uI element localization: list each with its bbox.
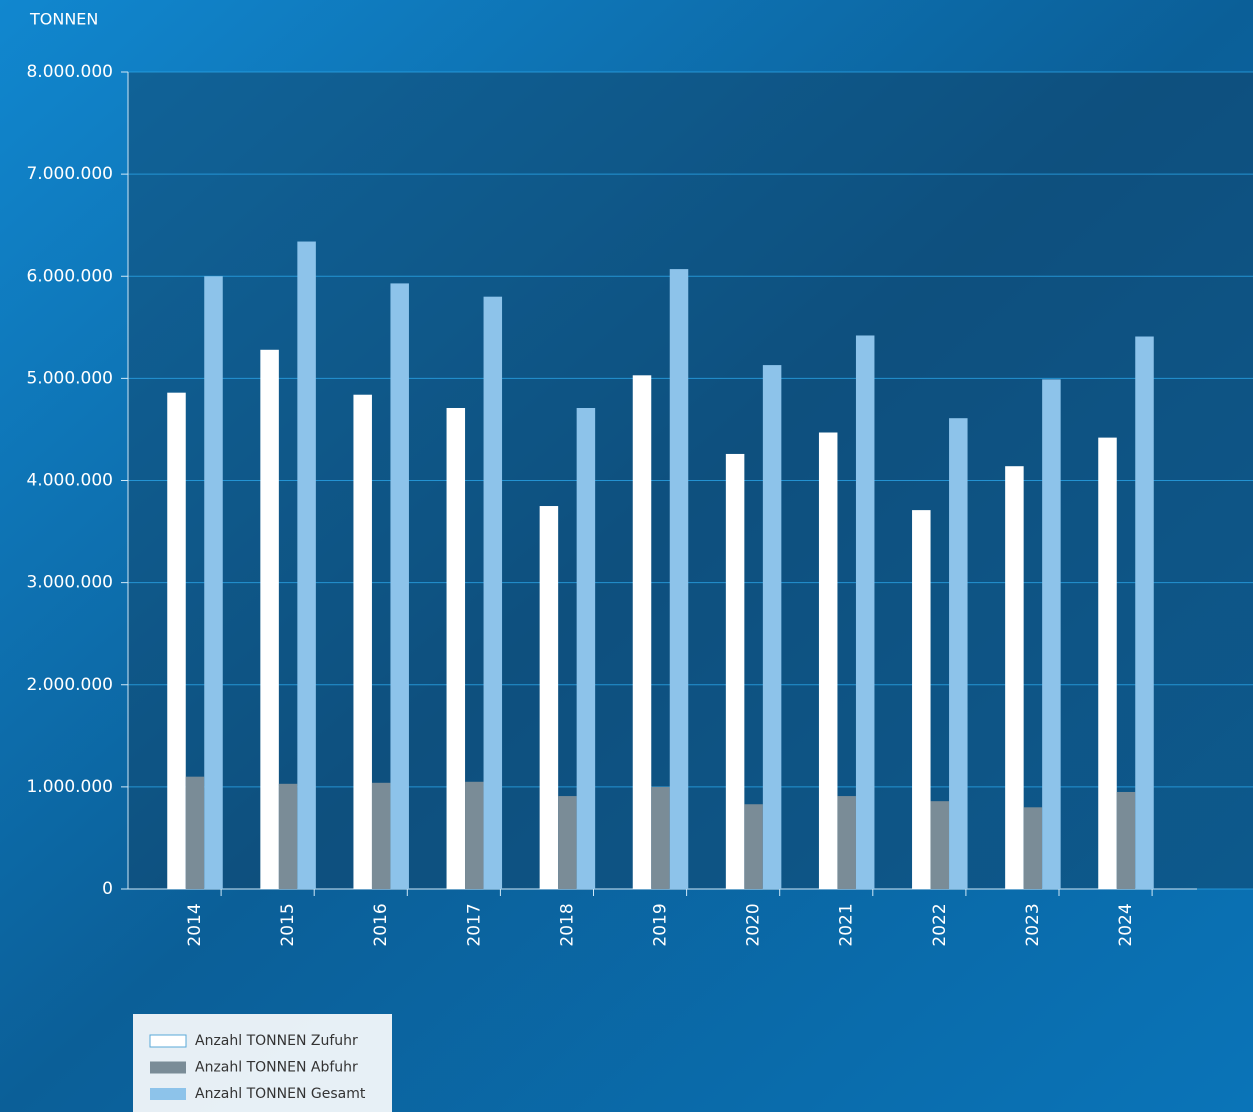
legend: Anzahl TONNEN Zufuhr Anzahl TONNEN Abfuhr… <box>133 1014 392 1112</box>
bar <box>539 506 559 889</box>
x-tick-label: 2015 <box>278 903 298 946</box>
bar <box>204 276 223 889</box>
x-tick-label: 2019 <box>651 903 671 946</box>
bar <box>1135 336 1154 889</box>
bar <box>483 296 503 889</box>
bar <box>371 782 391 889</box>
bar <box>855 335 875 889</box>
bar <box>949 418 968 889</box>
bar <box>260 349 279 889</box>
bar <box>651 786 670 889</box>
x-tick-label: 2017 <box>464 903 484 946</box>
bar <box>1023 807 1043 889</box>
y-tick-label: 4.000.000 <box>26 471 113 491</box>
x-tick-label: 2014 <box>185 903 205 946</box>
x-tick-label: 2022 <box>930 903 950 946</box>
bar <box>558 796 577 889</box>
bar <box>632 375 652 889</box>
bar <box>1098 437 1117 889</box>
y-tick-label: 0 <box>102 879 113 899</box>
bar <box>1005 466 1024 889</box>
legend-label: Anzahl TONNEN Gesamt <box>195 1086 366 1102</box>
bar <box>669 269 689 889</box>
y-tick-label: 3.000.000 <box>26 573 113 593</box>
legend-swatch <box>150 1061 186 1074</box>
y-tick-label: 5.000.000 <box>26 368 113 388</box>
bar <box>837 796 856 889</box>
legend-swatch <box>149 1034 187 1048</box>
bar <box>744 804 763 889</box>
bar <box>1042 379 1061 889</box>
y-tick-label: 8.000.000 <box>26 62 113 82</box>
x-tick-label: 2023 <box>1023 903 1043 946</box>
legend-label: Anzahl TONNEN Zufuhr <box>195 1033 358 1049</box>
y-axis-label: TONNEN <box>29 10 98 29</box>
x-tick-label: 2024 <box>1116 903 1136 946</box>
bar <box>725 453 745 889</box>
y-tick-label: 6.000.000 <box>26 266 113 286</box>
bar <box>818 432 838 889</box>
y-tick-label: 1.000.000 <box>26 777 113 797</box>
y-tick-label: 2.000.000 <box>26 675 113 695</box>
bar <box>912 510 931 889</box>
bar <box>185 776 205 889</box>
legend-swatch <box>150 1088 186 1100</box>
bar <box>278 783 298 889</box>
bar <box>446 407 466 889</box>
bar <box>930 801 950 889</box>
bar <box>167 392 186 889</box>
x-tick-label: 2020 <box>744 903 764 946</box>
bar <box>465 781 484 889</box>
x-tick-label: 2018 <box>557 903 577 946</box>
bar <box>390 283 409 889</box>
y-tick-label: 7.000.000 <box>26 164 113 184</box>
legend-label: Anzahl TONNEN Abfuhr <box>195 1060 358 1076</box>
bar <box>297 241 316 890</box>
bar <box>576 407 596 889</box>
bar <box>762 365 782 889</box>
bar <box>1116 791 1136 889</box>
bar <box>353 394 372 889</box>
x-tick-label: 2021 <box>837 903 857 946</box>
x-tick-label: 2016 <box>371 903 391 946</box>
